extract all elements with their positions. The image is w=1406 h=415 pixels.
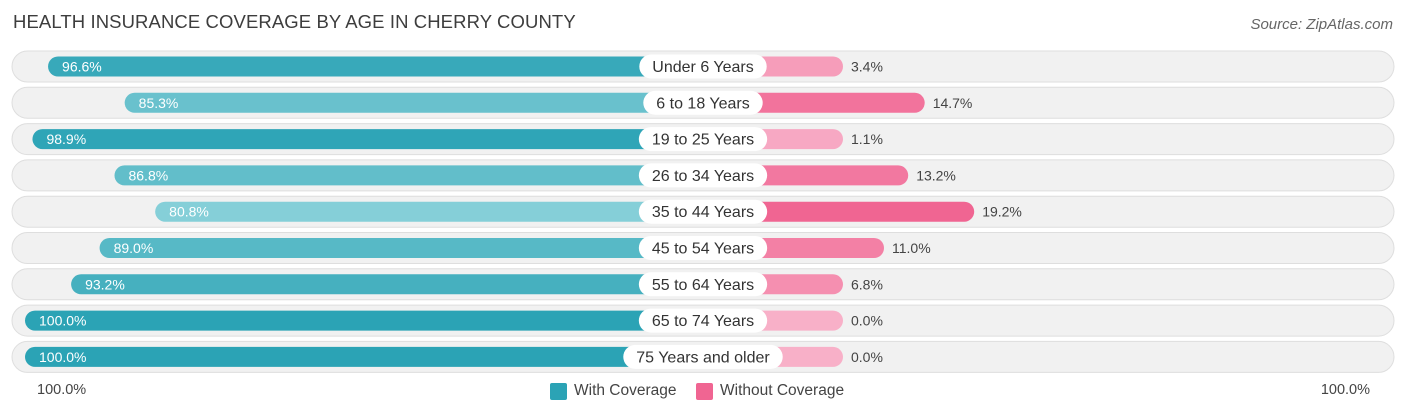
legend: With Coverage Without Coverage [0, 380, 1406, 402]
value-label-without-coverage: 6.8% [851, 276, 883, 292]
value-label-with-coverage: 89.0% [114, 240, 154, 256]
category-label: 55 to 64 Years [652, 277, 754, 294]
value-label-with-coverage: 85.3% [139, 95, 179, 111]
bar-with-coverage [25, 346, 703, 367]
legend-item-without-coverage[interactable]: Without Coverage [696, 382, 844, 400]
category-label: 26 to 34 Years [652, 168, 754, 185]
bar-with-coverage [32, 129, 703, 150]
bar-with-coverage [99, 238, 703, 258]
category-label-pill [639, 54, 767, 79]
value-label-with-coverage: 100.0% [39, 349, 86, 365]
value-label-with-coverage: 93.2% [85, 276, 125, 292]
chart-title: HEALTH INSURANCE COVERAGE BY AGE IN CHER… [13, 11, 576, 32]
category-label-pill [643, 90, 763, 115]
category-label-pill [638, 127, 768, 152]
value-label-without-coverage: 19.2% [982, 204, 1022, 220]
category-label-pill [638, 272, 768, 297]
category-label: 45 to 54 Years [652, 241, 754, 258]
value-label-with-coverage: 96.6% [62, 59, 102, 75]
value-label-without-coverage: 1.1% [851, 131, 883, 147]
axis-right-label: 100.0% [1320, 382, 1370, 398]
category-label-pill [638, 236, 768, 260]
bar-with-coverage [71, 274, 703, 295]
value-label-without-coverage: 13.2% [916, 167, 956, 183]
bar-with-coverage [124, 92, 703, 113]
value-label-without-coverage: 3.4% [851, 59, 883, 75]
category-label: 19 to 25 Years [652, 132, 754, 149]
category-label: 75 Years and older [636, 349, 770, 366]
category-label: Under 6 Years [652, 59, 753, 76]
value-label-with-coverage: 98.9% [46, 131, 86, 147]
category-label-pill [638, 308, 768, 333]
category-label: 6 to 18 Years [656, 95, 749, 112]
category-label: 65 to 74 Years [652, 313, 754, 330]
value-label-without-coverage: 11.0% [892, 240, 931, 256]
value-label-with-coverage: 80.8% [169, 204, 209, 220]
category-label-pill [623, 344, 783, 369]
value-label-without-coverage: 0.0% [851, 349, 883, 365]
chart: 96.6% 3.4% Under 6 Years 85.3% 14.7% 6 to 18 … [11, 50, 1395, 373]
value-label-with-coverage: 100.0% [39, 313, 86, 329]
legend-label-with-coverage: With Coverage [574, 382, 677, 399]
category-label: 35 to 44 Years [652, 204, 754, 221]
value-label-with-coverage: 86.8% [128, 167, 168, 183]
legend-swatch-without-coverage [696, 382, 713, 400]
bar-without-coverage [703, 201, 975, 222]
bar-with-coverage [25, 310, 703, 331]
legend-label-without-coverage: Without Coverage [720, 382, 845, 399]
bar-with-coverage [114, 165, 704, 186]
legend-swatch-with-coverage [550, 382, 567, 400]
value-label-without-coverage: 14.7% [933, 95, 973, 111]
bar-with-coverage [48, 56, 703, 77]
category-label-pill [638, 199, 768, 224]
bar-with-coverage [155, 201, 703, 222]
category-label-pill [638, 163, 768, 188]
legend-item-with-coverage[interactable]: With Coverage [550, 382, 677, 400]
source-label: Source: ZipAtlas.com [1250, 16, 1393, 33]
value-label-without-coverage: 0.0% [851, 313, 883, 329]
axis-left-label: 100.0% [37, 382, 87, 398]
